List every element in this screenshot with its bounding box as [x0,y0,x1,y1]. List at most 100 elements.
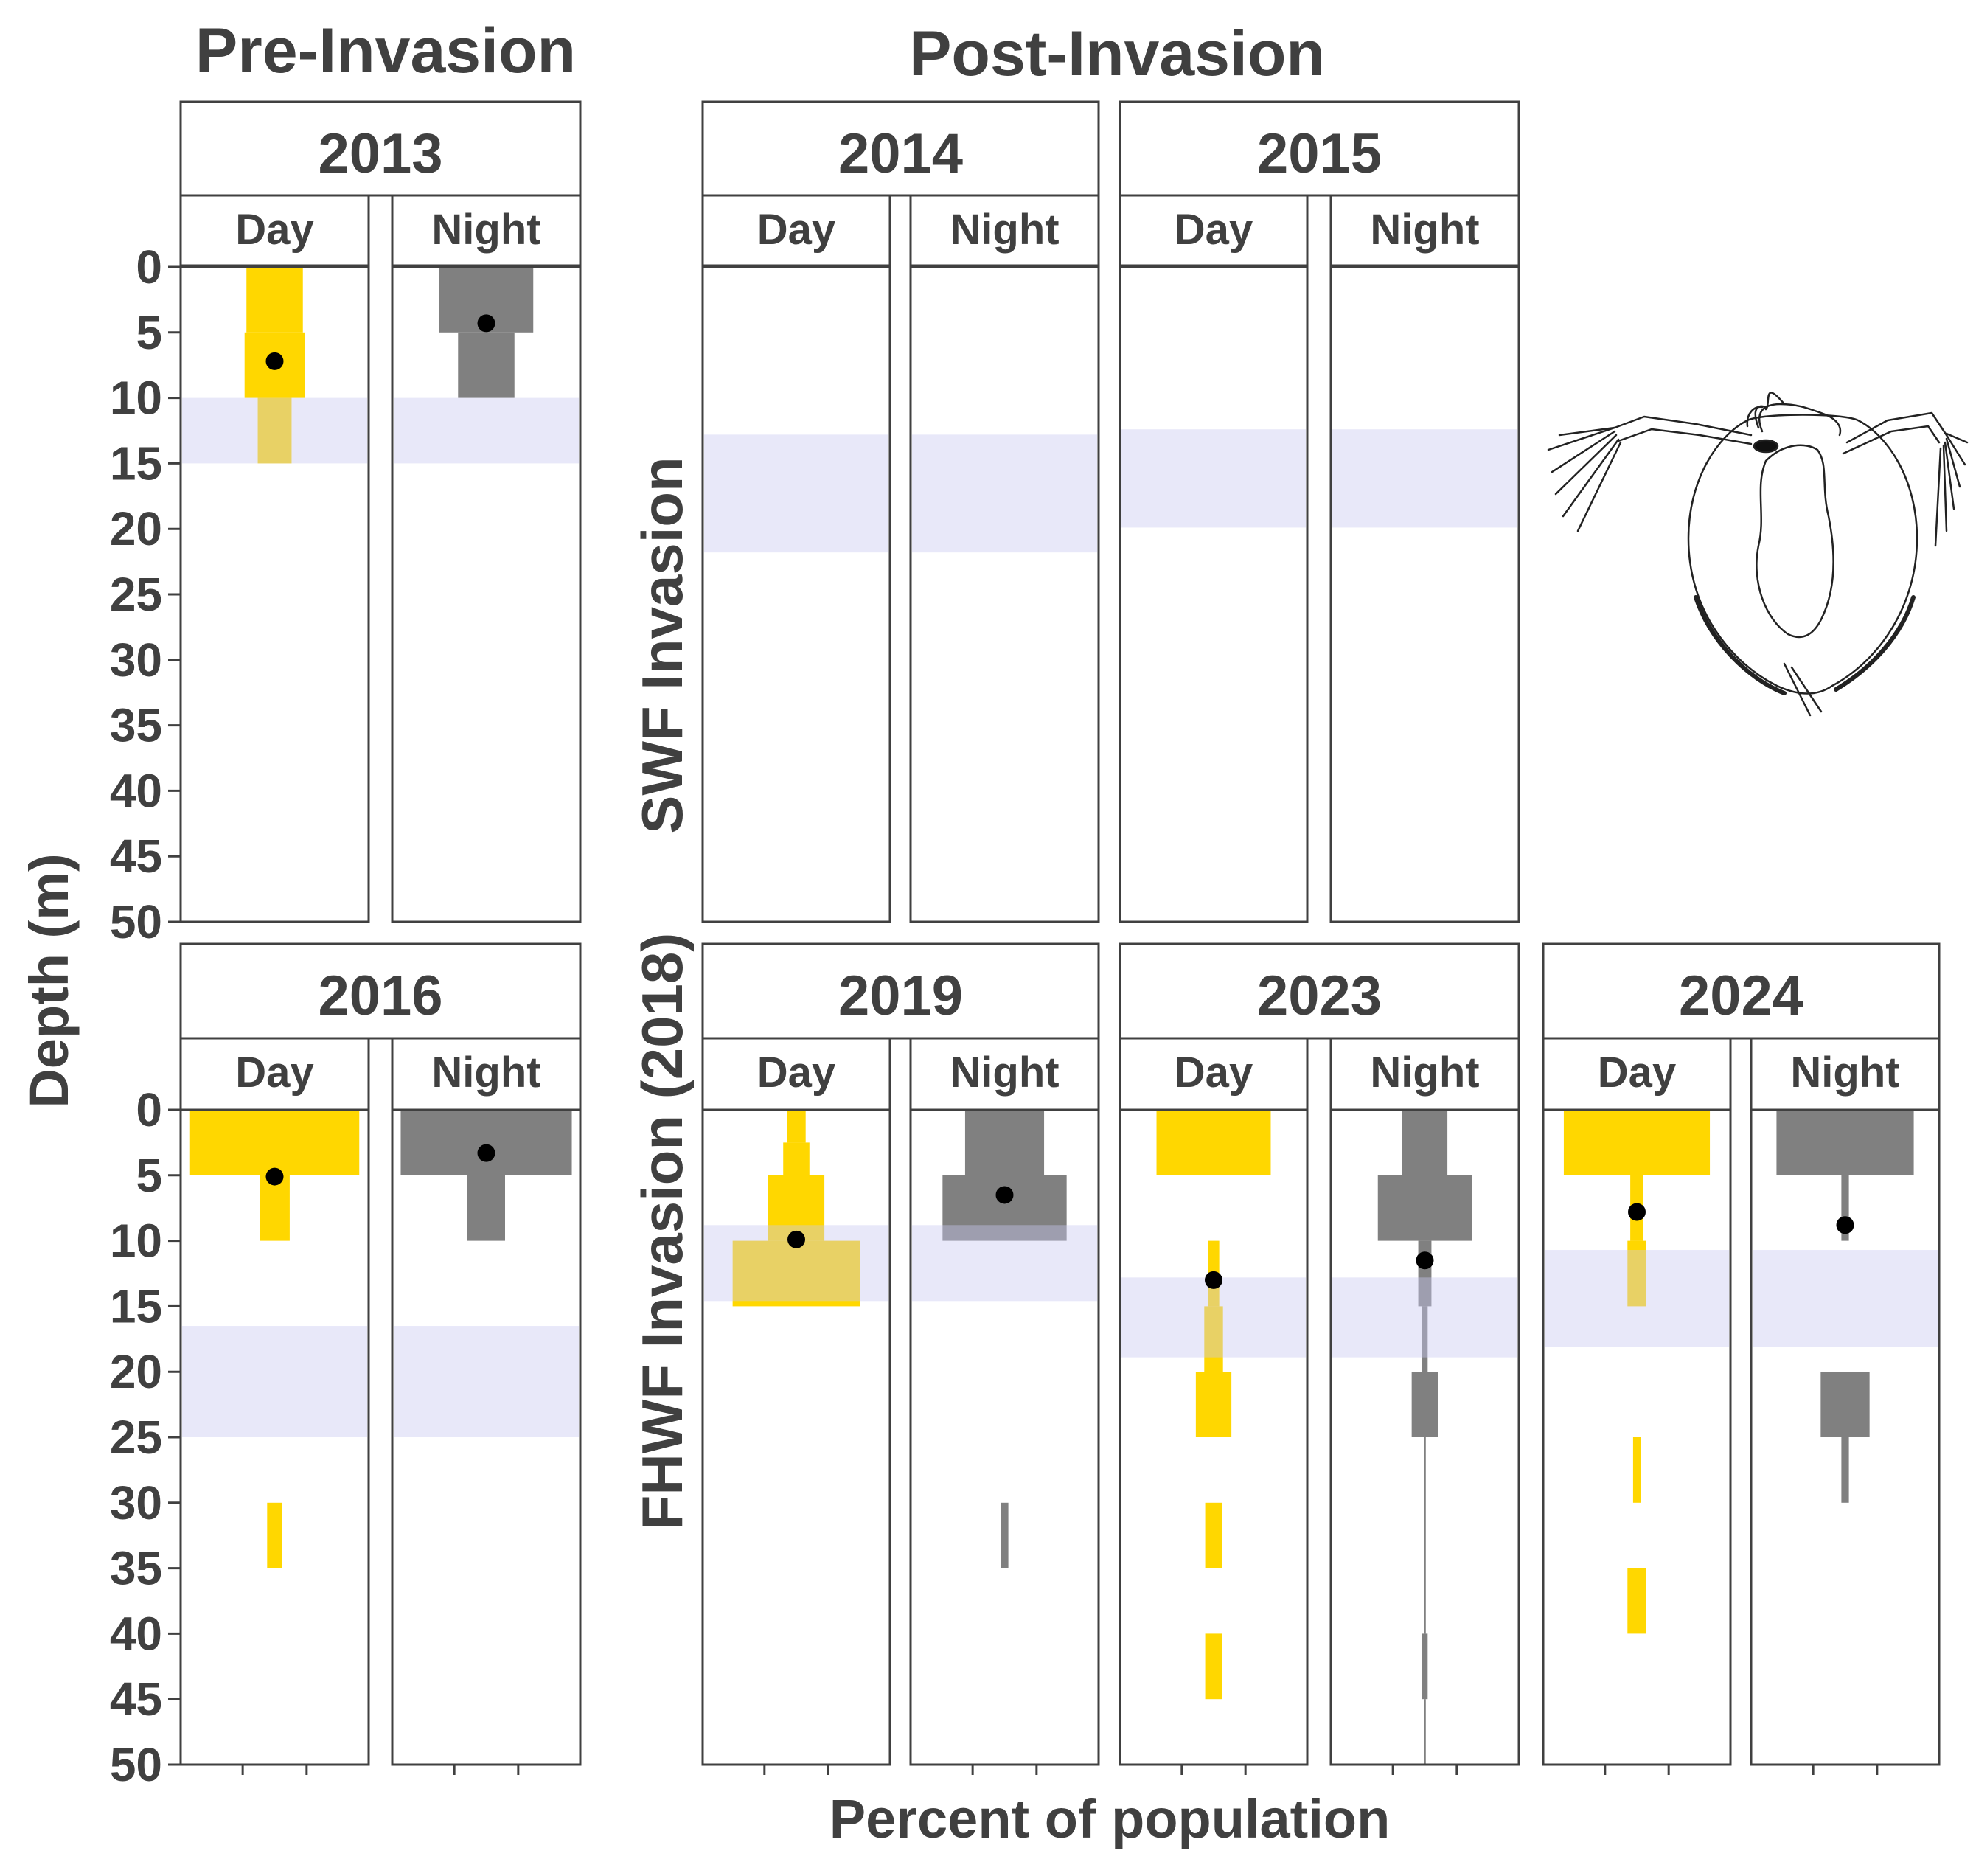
subpanel-2016-day: Day [179,1037,370,1775]
night-bar [1422,1633,1428,1700]
plot-frame [391,1108,582,1766]
night-mean-point [1416,1251,1434,1270]
depth-band [394,1326,579,1437]
sub-strip [391,194,582,267]
year-strip [179,942,582,1040]
day-bar [768,1175,825,1241]
y-tick-label: 30 [110,633,162,687]
year-strip [701,942,1100,1040]
y-axis-bottom: 0 5 10 15 20 25 30 35 40 45 50 [110,1083,181,1791]
daphnia-right-setae [1934,432,1969,547]
depth-band [1753,1250,1938,1347]
sub-label: Night [431,1049,540,1097]
night-bar [964,1110,1045,1175]
night-bar [1001,1502,1009,1568]
plot-frame [909,265,1100,923]
sub-label: Day [1175,1049,1253,1097]
y-tick-label: 45 [110,830,162,883]
sub-strip [1119,194,1309,267]
subpanel-2015-night: Night [1329,194,1520,923]
year-label: 2024 [1679,965,1803,1027]
year-strip [1542,942,1941,1040]
y-tick-label: 35 [110,1542,162,1595]
day-bar [1632,1437,1641,1503]
sub-strip [701,194,891,267]
y-tick-label: 15 [110,437,162,490]
depth-band [1332,1277,1517,1358]
sub-label: Night [1370,206,1479,254]
panel-2015: 2015 Day Night [1119,100,1520,923]
day-bar [189,1110,360,1175]
night-mean-point [477,1144,495,1162]
night-mean-point [477,314,495,333]
row-label-swf: SWF Invasion [630,456,695,833]
night-bar [1841,1175,1849,1241]
day-mean-point [1628,1203,1646,1221]
night-bar [1411,1372,1438,1437]
night-mean-point [1836,1216,1854,1234]
year-strip [179,100,582,197]
night-bar [1422,1306,1428,1372]
night-bar [1841,1437,1849,1503]
day-bar [1156,1110,1271,1175]
plot-area [1331,267,1519,922]
plot-area [1120,267,1307,922]
night-bar [458,332,515,398]
year-label: 2013 [318,122,442,185]
daphnia-gut [1756,444,1834,639]
plot-frame [1329,265,1520,923]
subpanel-2013-night: Night [391,194,582,923]
sub-strip [701,1037,891,1111]
depth-band [704,434,888,553]
daphnia-left-antenna [1613,415,1753,445]
night-bar [1776,1110,1914,1175]
sub-strip [1329,194,1520,267]
day-mean-point [787,1230,805,1248]
sub-label: Day [757,206,835,254]
y-tick-label: 40 [110,1607,162,1660]
y-tick-label: 45 [110,1672,162,1726]
sub-label: Day [1598,1049,1676,1097]
year-strip [1119,942,1520,1040]
depth-band [182,1326,367,1437]
year-label: 2016 [318,965,442,1027]
daphnia-lower-shell [1694,595,1916,695]
year-label: 2015 [1257,122,1382,185]
year-label: 2019 [838,965,963,1027]
sub-label: Night [950,1049,1059,1097]
subpanel-2024-day: Day [1542,1037,1732,1775]
night-bar [467,1175,505,1241]
daphnia-illustration [1547,392,1969,717]
depth-band [182,397,367,464]
x-axis-title: Percent of population [829,1788,1391,1849]
daphnia-tail-spine [1783,662,1823,717]
y-tick-label: 30 [110,1476,162,1529]
row-label-fhwf: FHWF Invasion (2018) [630,933,695,1530]
plot-frame [1119,265,1309,923]
day-mean-point [265,352,284,370]
sub-label: Night [1790,1049,1899,1097]
day-mean-point [265,1167,284,1186]
y-tick-label: 35 [110,699,162,752]
y-tick-label: 20 [110,1345,162,1398]
depth-band [394,397,579,464]
night-bar [1820,1372,1870,1437]
year-label: 2023 [1257,965,1382,1027]
day-bar [1204,1306,1223,1372]
plot-frame [1750,1108,1941,1766]
daphnia-head-outline [1746,392,1786,429]
plot-area [911,267,1099,922]
day-bar [257,397,292,464]
day-bar [1627,1240,1646,1307]
sub-strip [909,1037,1100,1111]
sub-label: Day [235,1049,313,1097]
subpanel-2014-night: Night [909,194,1100,923]
y-tick-label: 0 [136,1083,162,1136]
subpanel-2015-day: Day [1119,194,1309,923]
depth-band [1545,1250,1729,1347]
daphnia-carapace-outline [1687,414,1918,695]
